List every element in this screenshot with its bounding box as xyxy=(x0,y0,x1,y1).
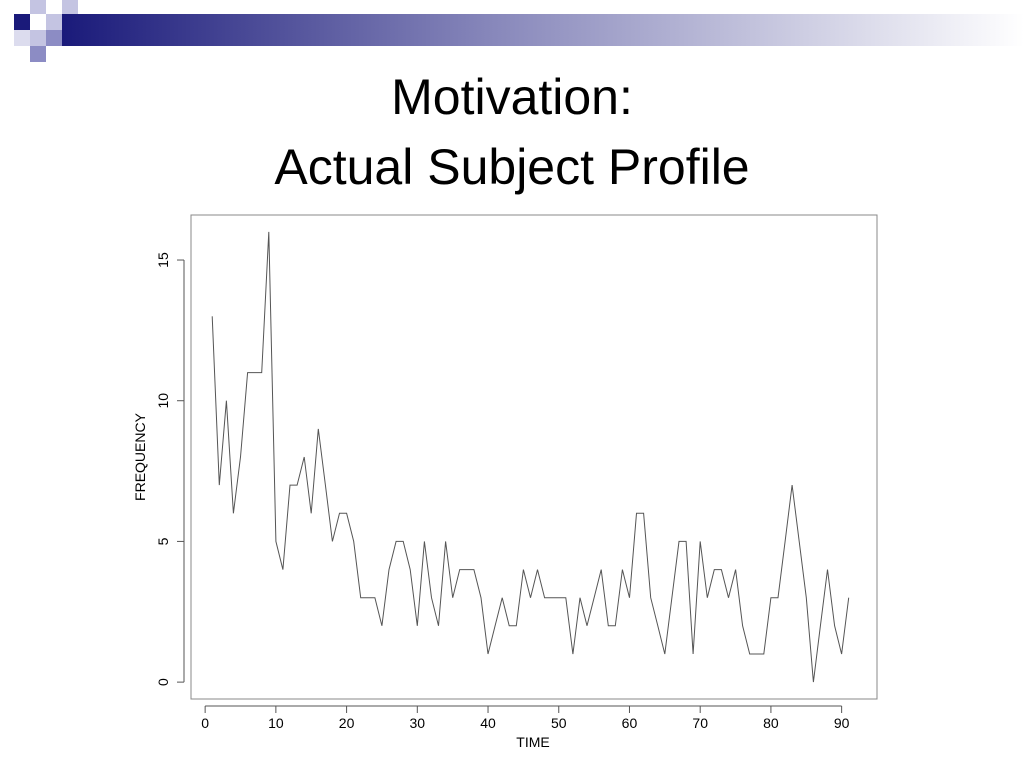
x-tick-label: 90 xyxy=(834,715,850,731)
x-tick-label: 30 xyxy=(410,715,426,731)
x-tick-label: 10 xyxy=(268,715,284,731)
y-tick-label: 10 xyxy=(155,393,171,409)
x-axis: 0 10 20 30 40 50 60 70 80 90 xyxy=(201,705,850,731)
header-square-4 xyxy=(62,0,78,14)
header-square-3 xyxy=(46,14,62,30)
header-square-8 xyxy=(14,30,30,46)
y-tick-label: 5 xyxy=(155,537,171,545)
y-axis: 0 5 10 15 xyxy=(155,252,185,686)
x-tick-label: 0 xyxy=(201,715,209,731)
y-tick-label: 15 xyxy=(155,252,171,268)
series-line xyxy=(211,231,850,683)
plot-frame xyxy=(190,214,878,700)
header-band xyxy=(14,0,1024,62)
x-tick-label: 20 xyxy=(339,715,355,731)
header-gradient-bar xyxy=(62,14,1024,46)
header-square-7 xyxy=(30,46,46,62)
header-square-5 xyxy=(30,30,46,46)
header-square-1 xyxy=(14,14,30,30)
x-tick-label: 40 xyxy=(480,715,496,731)
x-tick-label: 50 xyxy=(551,715,567,731)
x-tick-label: 60 xyxy=(622,715,638,731)
slide-title: Motivation: Actual Subject Profile xyxy=(0,62,1024,202)
header-square-6 xyxy=(46,30,62,46)
y-axis-title: FREQUENCY xyxy=(132,412,148,501)
y-tick-label: 0 xyxy=(155,678,171,686)
x-tick-label: 80 xyxy=(763,715,779,731)
slide-title-line-1: Motivation: xyxy=(391,69,633,125)
header-square-2 xyxy=(30,0,46,14)
x-axis-title: TIME xyxy=(516,734,549,750)
x-tick-label: 70 xyxy=(692,715,708,731)
slide-title-line-2: Actual Subject Profile xyxy=(274,139,750,195)
